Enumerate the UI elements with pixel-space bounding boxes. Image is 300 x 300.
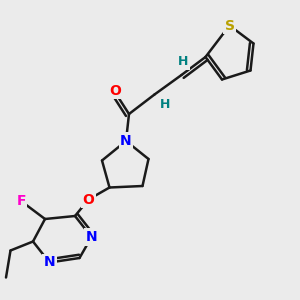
Text: N: N bbox=[86, 230, 97, 244]
Text: N: N bbox=[44, 256, 55, 269]
Text: S: S bbox=[224, 19, 235, 32]
Text: O: O bbox=[82, 193, 94, 206]
Text: N: N bbox=[120, 134, 132, 148]
Text: O: O bbox=[110, 84, 122, 98]
Text: H: H bbox=[178, 55, 188, 68]
Text: F: F bbox=[16, 194, 26, 208]
Text: H: H bbox=[160, 98, 170, 112]
